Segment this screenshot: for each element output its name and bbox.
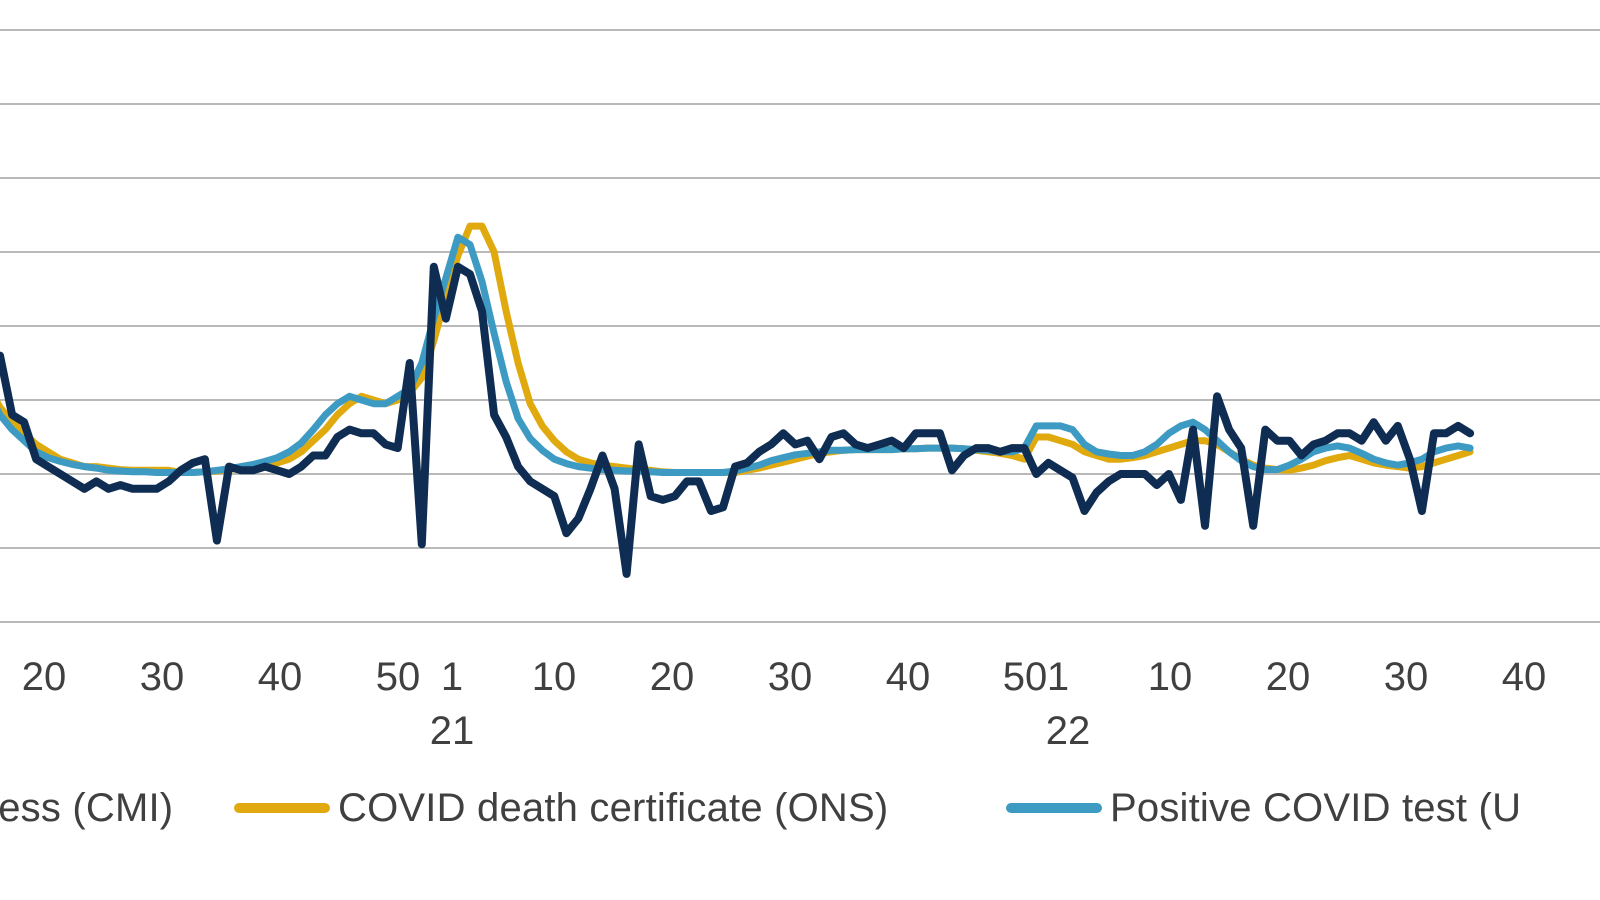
x-tick-label: 40 <box>258 655 303 699</box>
x-tick-label: 40 <box>1502 655 1547 699</box>
series-line-0 <box>0 262 1475 578</box>
x-year-label: 22 <box>1046 709 1091 753</box>
legend-item-test: Positive COVID test (U <box>1006 778 1521 838</box>
x-tick-label: 10 <box>532 655 577 699</box>
x-tick-label: 30 <box>140 655 185 699</box>
legend-label-test: Positive COVID test (U <box>1110 785 1522 830</box>
x-tick-label: 30 <box>1384 655 1429 699</box>
x-tick-label: 20 <box>1266 655 1311 699</box>
legend-item-cmi: cess (CMI) <box>0 778 173 838</box>
x-tick-label: 1 <box>1047 655 1069 699</box>
x-tick-label: 50 <box>1003 655 1048 699</box>
x-tick-label: 50 <box>376 655 421 699</box>
x-tick-label: 10 <box>1148 655 1193 699</box>
chart-legend: cess (CMI) COVID death certificate (ONS)… <box>0 778 1600 838</box>
gridlines <box>0 29 1600 623</box>
series-layer <box>0 222 1475 578</box>
x-axis-tick-labels: 20 30 40 50 1 10 20 30 40 50 1 10 20 30 40 <box>22 655 1547 699</box>
x-axis-year-labels: 21 22 <box>430 709 1091 753</box>
x-tick-label: 40 <box>886 655 931 699</box>
legend-item-ons: COVID death certificate (ONS) <box>234 778 888 838</box>
legend-swatch-ons <box>234 803 330 813</box>
x-tick-label: 30 <box>768 655 813 699</box>
legend-label-ons: COVID death certificate (ONS) <box>338 785 889 830</box>
legend-label-cmi: cess (CMI) <box>0 785 174 830</box>
series-line-2 <box>0 233 1474 476</box>
x-tick-label: 20 <box>22 655 67 699</box>
x-year-label: 21 <box>430 709 475 753</box>
series-line-1 <box>0 222 1474 476</box>
x-tick-label: 1 <box>441 655 463 699</box>
x-tick-label: 20 <box>650 655 695 699</box>
legend-swatch-test <box>1006 803 1102 813</box>
